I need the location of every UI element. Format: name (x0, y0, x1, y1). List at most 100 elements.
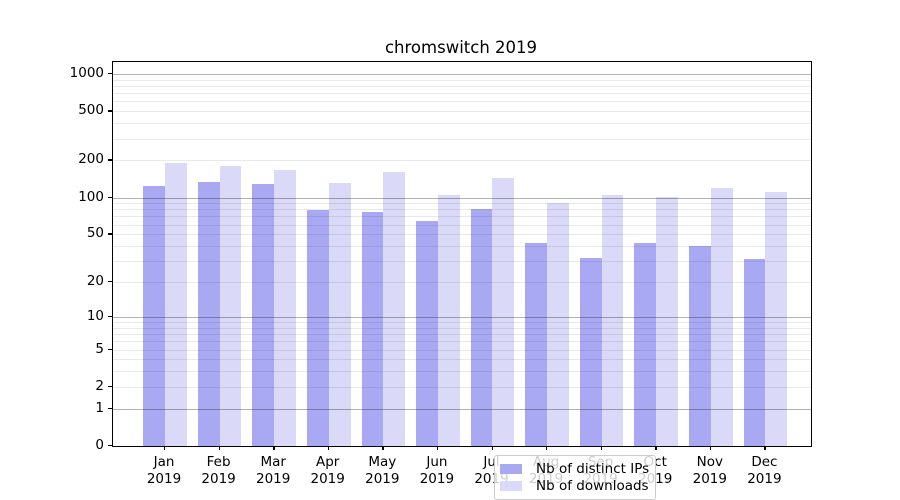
gridline-major (113, 316, 811, 318)
y-tick-mark (108, 281, 112, 283)
bar-distinct-ips (634, 243, 657, 446)
y-tick-label: 50 (86, 225, 104, 242)
gridline-minor (113, 209, 811, 211)
gridline-minor (113, 349, 811, 351)
x-tick-label: Dec 2019 (747, 454, 782, 487)
plot-area: Nb of distinct IPs Nb of downloads (112, 61, 812, 500)
bar-downloads (437, 195, 460, 446)
y-tick-label: 2 (95, 377, 104, 394)
x-tick-mark (546, 446, 548, 450)
gridline-major (113, 408, 811, 410)
bar-distinct-ips (361, 212, 384, 446)
bar-distinct-ips (143, 185, 165, 446)
y-tick-mark (108, 315, 112, 318)
x-tick-label: Jun 2019 (419, 454, 455, 487)
bar-distinct-ips (197, 181, 220, 446)
legend-swatch-distinct-ips-icon (500, 463, 522, 474)
y-tick-label: 1000 (69, 64, 104, 81)
y-tick-mark (108, 348, 112, 350)
gridline-minor (113, 386, 811, 388)
gridline-major (113, 73, 811, 75)
bar-downloads (765, 191, 788, 446)
bar-distinct-ips (689, 246, 711, 446)
bar-downloads (274, 169, 296, 446)
y-tick-label: 100 (78, 188, 104, 205)
gridline-minor (113, 160, 811, 162)
bar-distinct-ips (252, 183, 275, 446)
legend-label-downloads: Nb of downloads (536, 478, 649, 495)
bar-downloads (383, 171, 406, 446)
gridline-minor (113, 224, 811, 226)
y-tick-mark (108, 110, 112, 112)
bar-downloads (710, 187, 733, 446)
legend: Nb of distinct IPs Nb of downloads (494, 455, 656, 500)
bar-downloads (219, 165, 242, 446)
bar-distinct-ips (416, 221, 438, 446)
x-tick-mark (491, 446, 493, 450)
bar-downloads (492, 178, 515, 446)
y-tick-mark (108, 385, 112, 388)
gridline-minor (113, 246, 811, 247)
gridline-minor (113, 123, 811, 125)
x-tick-mark (436, 446, 439, 450)
y-tick-mark (108, 407, 112, 410)
x-tick-label: Nov 2019 (692, 454, 727, 487)
gridline-minor (113, 359, 811, 361)
legend-swatch-downloads-icon (500, 481, 522, 492)
x-tick-mark (382, 446, 384, 450)
y-tick-mark (108, 72, 112, 75)
legend-row-downloads: Nb of downloads (500, 478, 650, 494)
legend-label-distinct-ips: Nb of distinct IPs (536, 460, 650, 477)
x-tick-label: Apr 2019 (310, 454, 345, 487)
gridline-minor (113, 138, 811, 140)
bar-distinct-ips (743, 259, 766, 446)
x-tick-label: Jan 2019 (146, 454, 182, 487)
x-tick-mark (600, 446, 602, 450)
legend-row-distinct-ips: Nb of distinct IPs (500, 461, 650, 477)
chart-title: chromswitch 2019 (384, 38, 538, 57)
gridline-minor (113, 322, 811, 323)
gridline-minor (113, 85, 811, 87)
bar-distinct-ips (306, 210, 329, 446)
x-tick-label: Mar 2019 (256, 454, 291, 487)
x-tick-mark (273, 446, 275, 450)
gridline-minor (113, 93, 811, 95)
y-tick-mark (108, 233, 112, 235)
gridline-minor (113, 234, 811, 236)
y-tick-mark (108, 196, 112, 198)
gridline-minor (113, 216, 811, 218)
gridline-minor (113, 341, 811, 343)
x-tick-mark (218, 446, 220, 450)
y-tick-label: 1 (95, 399, 104, 416)
bar-downloads (165, 163, 187, 446)
bar-downloads (656, 196, 679, 446)
gridline-minor (113, 203, 811, 205)
gridline-minor (113, 371, 811, 373)
x-tick-mark (655, 446, 657, 450)
gridline-minor (113, 111, 811, 113)
bar-distinct-ips (470, 208, 493, 446)
x-tick-mark (164, 446, 166, 450)
gridline-minor (113, 327, 811, 329)
y-tick-label: 200 (78, 151, 104, 168)
gridline-minor (113, 261, 811, 263)
y-tick-mark (108, 445, 112, 447)
y-tick-label: 500 (78, 102, 104, 119)
x-tick-mark (764, 446, 766, 450)
y-tick-label: 5 (95, 340, 104, 357)
gridline-minor (113, 101, 811, 103)
y-tick-label: 10 (86, 307, 104, 324)
bar-downloads (601, 194, 624, 446)
gridline-minor (113, 334, 811, 335)
gridline-major (113, 197, 811, 199)
gridline-minor (113, 282, 811, 283)
bar-distinct-ips (525, 243, 548, 446)
x-tick-mark (709, 446, 712, 450)
y-tick-label: 20 (86, 273, 104, 289)
y-tick-label: 0 (95, 437, 104, 453)
x-tick-label: May 2019 (365, 454, 400, 487)
y-tick-mark (108, 159, 112, 161)
bar-distinct-ips (579, 257, 602, 446)
bar-downloads (547, 202, 569, 446)
